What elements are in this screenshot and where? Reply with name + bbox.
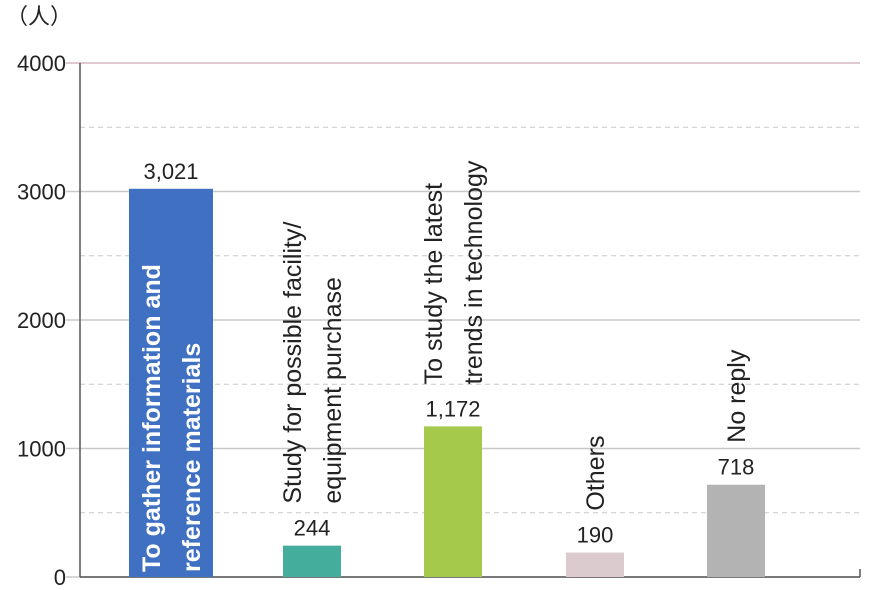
category-label: No reply (723, 349, 751, 443)
bar (283, 545, 341, 577)
bar (129, 188, 213, 577)
y-tick-label: 2000 (17, 308, 66, 333)
value-label: 3,021 (143, 159, 198, 184)
y-tick-label: 3000 (17, 180, 66, 205)
unit-label: （人） (6, 4, 72, 29)
y-tick-label: 4000 (17, 51, 66, 76)
category-label: equipment purchase (319, 277, 347, 504)
category-label: Others (582, 436, 610, 511)
bar (707, 484, 765, 577)
value-label: 190 (577, 523, 614, 548)
value-label: 1,172 (425, 396, 480, 421)
y-tick-label: 1000 (17, 437, 66, 462)
category-label: reference materials (178, 343, 206, 572)
bar (424, 426, 482, 577)
bar (566, 552, 624, 577)
value-label: 244 (294, 516, 331, 541)
category-label: trends in technology (460, 160, 488, 384)
category-label: To study the latest (420, 183, 448, 385)
y-tick-label: 0 (54, 565, 66, 590)
category-label: Study for possible facility/ (279, 222, 307, 504)
category-label: To gather information and (138, 264, 166, 572)
value-label: 718 (718, 455, 755, 480)
